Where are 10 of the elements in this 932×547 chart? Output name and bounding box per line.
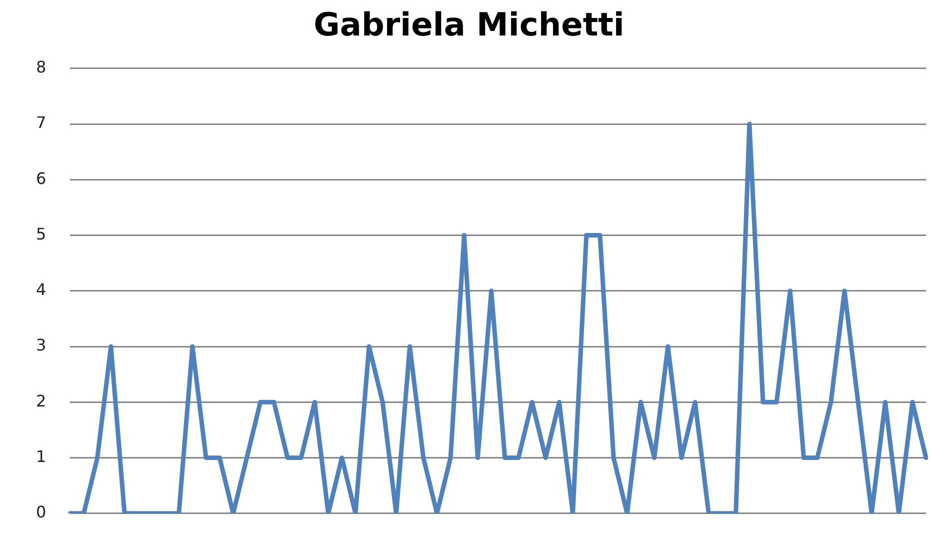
y-tick-label: 2	[36, 391, 46, 410]
y-tick-label: 6	[36, 168, 46, 188]
y-tick-label: 3	[36, 336, 46, 355]
y-tick-label: 7	[36, 113, 46, 132]
y-tick-label: 4	[36, 280, 46, 300]
y-tick-label: 8	[36, 58, 46, 77]
y-tick-label: 5	[36, 224, 46, 244]
chart-title: Gabriela Michetti	[314, 6, 624, 44]
y-tick-label: 1	[36, 446, 46, 466]
y-tick-label: 0	[36, 502, 46, 522]
